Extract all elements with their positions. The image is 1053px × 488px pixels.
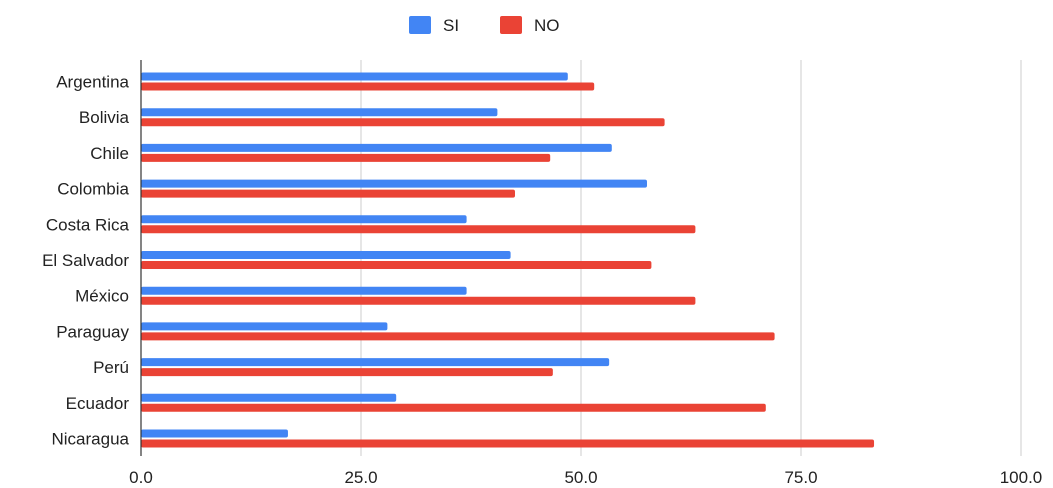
category-label: Costa Rica [46, 215, 130, 234]
x-tick-label: 0.0 [129, 468, 153, 487]
bar-si-paraguay [141, 322, 388, 331]
category-label: México [75, 287, 129, 306]
bar-si-argentina [141, 72, 568, 81]
bar-no-ecuador [141, 403, 766, 412]
bar-si-chile [141, 143, 612, 152]
legend-label-si: SI [443, 16, 459, 35]
legend-label-no: NO [534, 16, 560, 35]
bar-si-el-salvador [141, 251, 511, 259]
bar-si-costa-rica [141, 215, 467, 224]
bar-si-méxico [141, 286, 467, 295]
bar-no-nicaragua [141, 439, 875, 448]
legend-swatch-si [409, 16, 431, 34]
category-label: Colombia [57, 180, 129, 199]
bar-no-perú [141, 368, 553, 377]
bar-no-méxico [141, 296, 696, 305]
bar-si-colombia [141, 179, 647, 188]
bar-si-ecuador [141, 393, 397, 402]
bar-no-el-salvador [141, 261, 652, 269]
category-label: Perú [93, 358, 129, 377]
category-label: Argentina [56, 73, 129, 92]
bar-no-costa-rica [141, 225, 696, 234]
x-tick-label: 50.0 [564, 468, 597, 487]
x-tick-label: 75.0 [784, 468, 817, 487]
x-tick-label: 25.0 [344, 468, 377, 487]
bar-no-paraguay [141, 332, 775, 341]
category-label: Nicaragua [52, 430, 130, 449]
category-label: Bolivia [79, 108, 130, 127]
bar-si-nicaragua [141, 429, 288, 438]
tick-labels: 0.0 25.0 50.0 75.0 100.0 [129, 468, 1042, 487]
bar-no-colombia [141, 189, 515, 198]
category-labels: Argentina Bolivia Chile Colombia Costa Rica E… [42, 73, 129, 449]
bar-no-chile [141, 153, 551, 162]
bar-si-bolivia [141, 108, 498, 117]
bar-no-bolivia [141, 118, 665, 127]
category-label: El Salvador [42, 251, 129, 270]
category-label: Chile [90, 144, 129, 163]
bar-no-argentina [141, 82, 595, 91]
legend: SI NO [409, 16, 560, 35]
legend-swatch-no [500, 16, 522, 34]
category-label: Paraguay [56, 322, 129, 341]
x-tick-label: 100.0 [1000, 468, 1043, 487]
category-label: Ecuador [66, 394, 130, 413]
bar-si-perú [141, 358, 610, 367]
bars [141, 72, 875, 448]
